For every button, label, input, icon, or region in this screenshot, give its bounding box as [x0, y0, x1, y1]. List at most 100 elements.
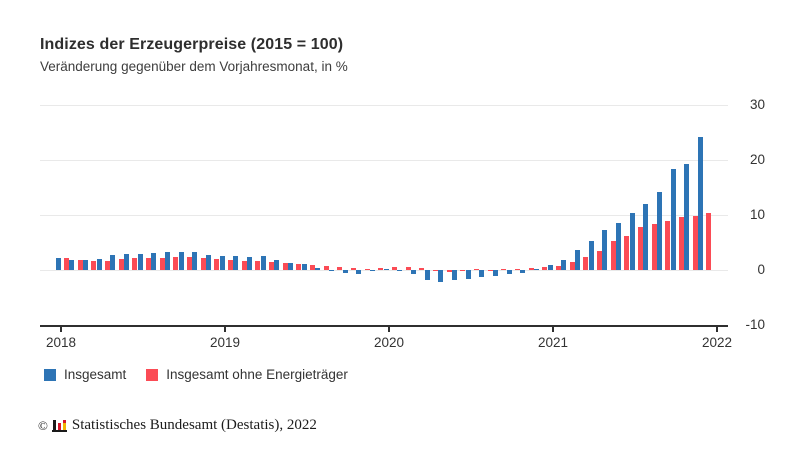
bar-insgesamt-2021-06 — [615, 223, 621, 270]
bar-insgesamt-2019-10 — [342, 270, 348, 274]
bar-ohne-energie-2019-06 — [296, 263, 302, 270]
bar-ohne-energie-2018-05 — [118, 259, 124, 270]
bar-insgesamt-2020-08 — [479, 270, 485, 277]
copyright-symbol: © — [38, 417, 48, 433]
bar-insgesamt-2018-11 — [192, 251, 198, 270]
bar-ohne-energie-2020-07 — [474, 269, 480, 270]
x-axis-tick-2021 — [552, 327, 554, 332]
bar-insgesamt-2019-02 — [233, 255, 239, 270]
bar-ohne-energie-2021-08 — [651, 224, 657, 270]
y-axis-tick-label: -10 — [745, 317, 765, 332]
bar-ohne-energie-2021-11 — [692, 215, 698, 270]
bar-insgesamt-2018-09 — [164, 252, 170, 270]
bar-ohne-energie-2019-02 — [241, 260, 247, 270]
bar-ohne-energie-2019-08 — [323, 266, 329, 270]
x-axis-line — [40, 325, 728, 327]
bar-insgesamt-2019-07 — [301, 263, 307, 270]
legend-swatch-red — [146, 368, 159, 381]
bar-ohne-energie-2020-06 — [460, 270, 466, 272]
gridline-0 — [40, 270, 728, 271]
bar-ohne-energie-2019-11 — [364, 268, 370, 270]
bar-ohne-energie-2018-11 — [200, 258, 206, 270]
x-axis-tick-2018 — [60, 327, 62, 332]
bar-insgesamt-2019-04 — [260, 256, 266, 270]
bar-insgesamt-2018-02 — [69, 260, 75, 270]
bar-insgesamt-2018-01 — [55, 258, 61, 270]
bar-ohne-energie-2019-09 — [337, 267, 343, 270]
bar-ohne-energie-2020-10 — [515, 268, 521, 270]
bar-ohne-energie-2020-02 — [405, 267, 411, 270]
source-text: Statistisches Bundesamt (Destatis), 2022 — [71, 417, 317, 433]
bar-insgesamt-2021-05 — [602, 230, 608, 270]
bar-insgesamt-2020-05 — [438, 270, 444, 283]
bar-ohne-energie-2019-07 — [310, 265, 316, 270]
bar-ohne-energie-2019-03 — [255, 261, 261, 270]
bar-insgesamt-2018-10 — [178, 251, 184, 270]
bar-insgesamt-2021-01 — [547, 265, 553, 270]
x-axis-tick-2020 — [388, 327, 390, 332]
bar-insgesamt-2018-05 — [110, 255, 116, 270]
bar-ohne-energie-2019-04 — [269, 261, 275, 270]
bar-ohne-energie-2018-08 — [159, 258, 165, 270]
x-axis-tick-label: 2022 — [701, 335, 733, 350]
gridline-20 — [40, 160, 728, 161]
bar-ohne-energie-2018-07 — [146, 257, 152, 270]
bar-insgesamt-2019-08 — [315, 268, 321, 270]
bar-insgesamt-2020-03 — [410, 270, 416, 275]
bar-ohne-energie-2021-04 — [597, 250, 603, 270]
bar-insgesamt-2021-07 — [629, 212, 635, 270]
bar-insgesamt-2018-03 — [82, 259, 88, 270]
y-axis-tick-label: 20 — [749, 152, 765, 167]
bar-ohne-energie-2021-12 — [706, 212, 712, 270]
bar-ohne-energie-2019-01 — [228, 260, 234, 270]
gridline-10 — [40, 215, 728, 216]
bar-insgesamt-2021-09 — [656, 191, 662, 270]
bar-insgesamt-2021-10 — [670, 168, 676, 270]
x-axis-tick-2019 — [224, 327, 226, 332]
bar-ohne-energie-2021-03 — [583, 256, 589, 270]
bar-insgesamt-2019-09 — [328, 270, 334, 271]
chart-subtitle: Veränderung gegenüber dem Vorjahresmonat… — [40, 59, 348, 74]
bar-insgesamt-2018-07 — [137, 253, 143, 270]
chart-legend: Insgesamt Insgesamt ohne Energieträger — [44, 367, 348, 382]
x-axis-tick-label: 2019 — [209, 335, 241, 350]
bar-insgesamt-2019-03 — [246, 256, 252, 270]
legend-label: Insgesamt ohne Energieträger — [166, 367, 348, 382]
chart-title: Indizes der Erzeugerpreise (2015 = 100) — [40, 36, 344, 53]
bar-ohne-energie-2019-12 — [378, 267, 384, 270]
bar-ohne-energie-2021-07 — [638, 227, 644, 270]
bar-ohne-energie-2020-12 — [542, 267, 548, 270]
x-axis-tick-label: 2018 — [45, 335, 77, 350]
bar-ohne-energie-2018-03 — [91, 261, 97, 270]
bar-ohne-energie-2018-01 — [64, 257, 69, 270]
bar-insgesamt-2020-10 — [506, 270, 512, 274]
bar-insgesamt-2021-11 — [684, 164, 690, 270]
bar-ohne-energie-2020-04 — [433, 270, 439, 272]
gridline-30 — [40, 105, 728, 106]
bar-ohne-energie-2021-10 — [679, 217, 685, 270]
y-axis-tick-label: 0 — [757, 262, 765, 277]
bar-ohne-energie-2021-09 — [665, 221, 671, 270]
y-axis-tick-label: 10 — [749, 207, 765, 222]
bar-insgesamt-2021-02 — [561, 259, 567, 270]
bar-insgesamt-2018-04 — [96, 259, 102, 270]
bar-ohne-energie-2021-05 — [610, 241, 616, 270]
bar-insgesamt-2020-06 — [451, 270, 457, 280]
bar-ohne-energie-2020-11 — [528, 268, 534, 270]
bar-insgesamt-2020-02 — [397, 270, 403, 271]
bar-insgesamt-2021-08 — [643, 204, 649, 270]
bar-ohne-energie-2020-03 — [419, 268, 425, 270]
bar-insgesamt-2020-01 — [383, 268, 389, 270]
bar-insgesamt-2019-01 — [219, 255, 225, 270]
bar-insgesamt-2018-06 — [123, 253, 129, 270]
bar-ohne-energie-2021-01 — [556, 265, 562, 270]
bar-ohne-energie-2018-06 — [132, 258, 138, 270]
bar-insgesamt-2021-04 — [588, 241, 594, 270]
bar-insgesamt-2020-07 — [465, 270, 471, 280]
bar-ohne-energie-2018-10 — [187, 257, 193, 270]
legend-item-insgesamt-ohne-energietraeger: Insgesamt ohne Energieträger — [146, 367, 348, 382]
bar-ohne-energie-2018-09 — [173, 257, 179, 270]
bar-ohne-energie-2020-01 — [392, 266, 398, 270]
bar-insgesamt-2019-12 — [369, 270, 375, 272]
